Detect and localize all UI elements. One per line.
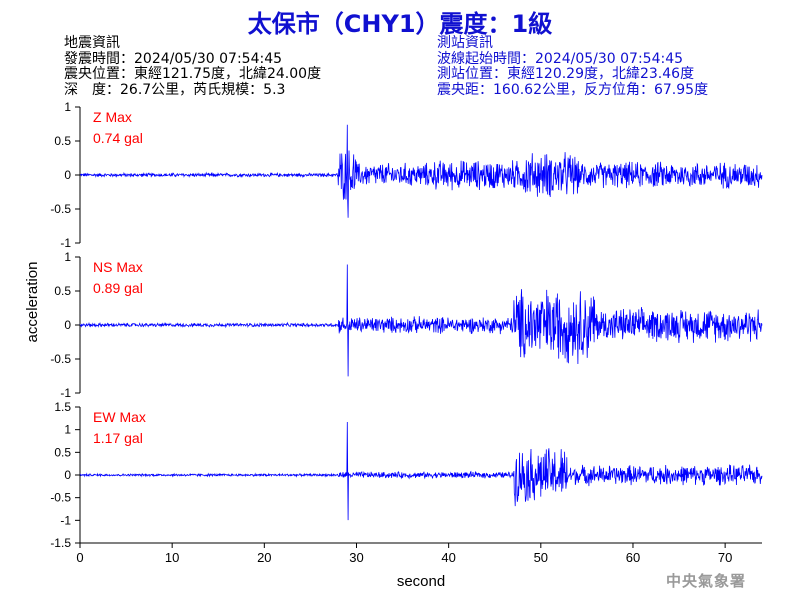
epicentral-distance: 震央距：160.62公里，反方位角：67.95度 bbox=[437, 81, 709, 98]
waveform-start-time: 波線起始時間：2024/05/30 07:54:45 bbox=[437, 50, 684, 67]
y-tick-label-ew: 0 bbox=[64, 468, 71, 482]
x-axis-title: second bbox=[397, 573, 445, 590]
y-tick-label-ew: -1.5 bbox=[50, 536, 71, 550]
max-value-ns: 0.89 gal bbox=[93, 280, 143, 296]
max-value-z: 0.74 gal bbox=[93, 130, 143, 146]
y-tick-label-ew: 1.5 bbox=[54, 400, 71, 414]
waveform-ew bbox=[79, 421, 763, 521]
y-tick-label-ns: 0 bbox=[64, 318, 71, 332]
epicenter: 震央位置：東經121.75度，北緯24.00度 bbox=[64, 66, 322, 82]
y-tick-label-ew: 0.5 bbox=[54, 445, 71, 459]
station-info-block: 測站資訊 波線起始時間：2024/05/30 07:54:45 測站位置：東經1… bbox=[437, 35, 709, 98]
y-tick-label-ew: 1 bbox=[64, 423, 71, 437]
x-tick-label: 10 bbox=[165, 550, 179, 565]
y-tick-label-ns: -0.5 bbox=[50, 352, 71, 366]
event-info-heading: 地震資訊 bbox=[64, 35, 120, 51]
y-tick-label-ns: 0.5 bbox=[54, 284, 71, 298]
x-tick-label: 60 bbox=[626, 550, 640, 565]
waveform-ns bbox=[79, 264, 763, 377]
max-label-z: Z Max bbox=[93, 109, 132, 125]
max-label-ew: EW Max bbox=[93, 409, 146, 425]
event-info-block: 地震資訊 發震時間：2024/05/30 07:54:45 震央位置：東經121… bbox=[64, 35, 322, 98]
max-label-ns: NS Max bbox=[93, 259, 143, 275]
agency-watermark: 中央氣象署 bbox=[665, 572, 746, 590]
x-tick-label: 50 bbox=[534, 550, 548, 565]
y-axis-title: acceleration bbox=[24, 262, 41, 343]
max-value-ew: 1.17 gal bbox=[93, 430, 143, 446]
y-tick-label-z: 0 bbox=[64, 168, 71, 182]
x-tick-label: 40 bbox=[441, 550, 455, 565]
y-tick-label-z: 0.5 bbox=[54, 134, 71, 148]
y-tick-label-ew: -1 bbox=[60, 513, 71, 527]
y-tick-label-z: -1 bbox=[60, 236, 71, 250]
x-tick-label: 30 bbox=[349, 550, 363, 565]
waveform-z bbox=[79, 124, 763, 218]
x-tick-label: 0 bbox=[76, 550, 83, 565]
station-info-heading: 測站資訊 bbox=[437, 35, 493, 51]
origin-time: 發震時間：2024/05/30 07:54:45 bbox=[64, 50, 283, 67]
y-tick-label-ns: 1 bbox=[64, 250, 71, 264]
y-tick-label-ew: -0.5 bbox=[50, 491, 71, 505]
y-tick-label-z: 1 bbox=[64, 100, 71, 114]
depth-magnitude: 深 度：26.7公里，芮氏規模：5.3 bbox=[64, 81, 286, 98]
station-location: 測站位置：東經120.29度，北緯23.46度 bbox=[437, 66, 695, 82]
x-tick-label: 20 bbox=[257, 550, 271, 565]
y-tick-label-ns: -1 bbox=[60, 386, 71, 400]
y-tick-label-z: -0.5 bbox=[50, 202, 71, 216]
x-tick-label: 70 bbox=[718, 550, 732, 565]
page-title: 太保市（CHY1）震度：1級 bbox=[247, 10, 553, 38]
